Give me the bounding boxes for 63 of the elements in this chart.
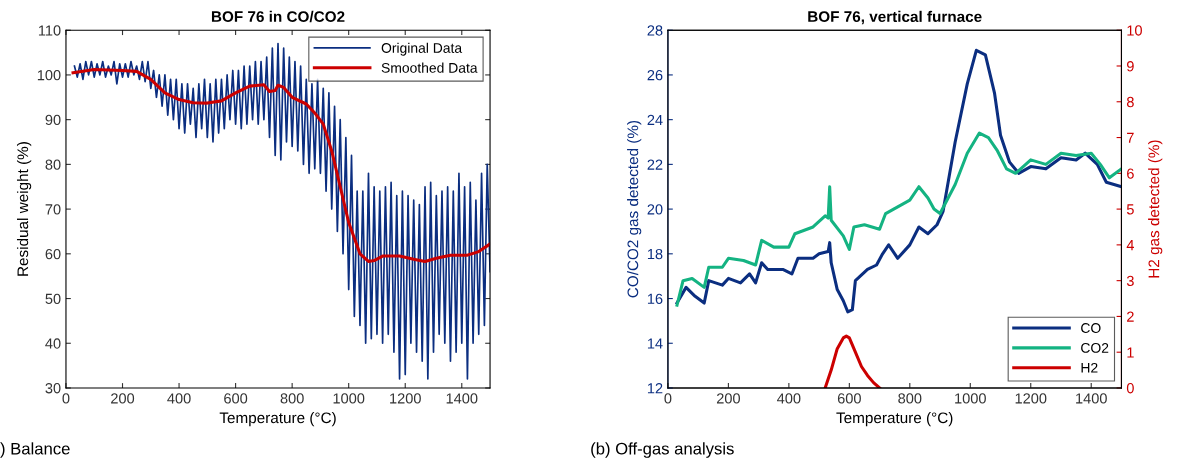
legend-label: Smoothed Data xyxy=(381,62,478,73)
x-axis-title: Temperature (°C) xyxy=(836,412,953,427)
line-series xyxy=(675,131,1122,307)
y-tick-label: 110 xyxy=(38,25,61,36)
x-tick-label: 600 xyxy=(224,393,248,404)
legend-label: Original Data xyxy=(381,42,463,56)
x-tick-label: 1200 xyxy=(390,393,421,404)
x-tick-label: 400 xyxy=(777,393,801,404)
chart-title: BOF 76 in CO/CO2 xyxy=(211,10,345,23)
x-tick-label: 1000 xyxy=(955,393,986,404)
line-series xyxy=(675,48,1122,314)
y-tick-label: 60 xyxy=(45,248,61,260)
y-tick-label: 14 xyxy=(647,338,663,349)
y-tick-label: 30 xyxy=(45,383,61,394)
y-tick-label: 90 xyxy=(45,114,61,126)
text: ) Balance xyxy=(0,442,70,458)
y-tick-label: 50 xyxy=(45,293,61,304)
x-tick-label: 800 xyxy=(898,393,922,404)
x-tick-label: 600 xyxy=(837,393,861,404)
y2-tick-label: 8 xyxy=(1126,96,1134,108)
line-series xyxy=(823,334,882,388)
y2-tick-label: 2 xyxy=(1127,311,1134,322)
x-tick-label: 1000 xyxy=(333,393,365,404)
x-tick-label: 1400 xyxy=(1076,393,1107,404)
y-axis-title: Residual weight (%) xyxy=(16,142,32,276)
x-tick-label: 200 xyxy=(111,393,135,404)
y-tick-label: 12 xyxy=(647,383,663,394)
y-tick-label: 28 xyxy=(647,25,663,36)
y-axis-title: CO/CO2 gas detected (%) xyxy=(627,120,642,298)
y-tick-label: 20 xyxy=(647,204,663,215)
y-tick-label: 26 xyxy=(647,70,663,81)
x-tick-label: 0 xyxy=(664,393,672,404)
x-tick-label: 200 xyxy=(716,393,740,404)
y2-tick-label: 1 xyxy=(1127,347,1134,358)
y-tick-label: 22 xyxy=(647,159,663,170)
legend-label: CO2 xyxy=(1081,343,1109,353)
x-tick-label: 1200 xyxy=(1015,393,1047,404)
x-tick-label: 1400 xyxy=(446,393,478,404)
y2-tick-label: 10 xyxy=(1127,25,1142,36)
y2-tick-label: 5 xyxy=(1126,204,1134,215)
y-tick-label: 24 xyxy=(647,114,663,125)
y-tick-label: 100 xyxy=(37,70,61,81)
y2-tick-label: 6 xyxy=(1127,168,1134,179)
y2-axis-title: H2 gas detected (%) xyxy=(1148,140,1163,278)
y2-tick-label: 3 xyxy=(1126,275,1134,287)
x-tick-label: 800 xyxy=(280,393,304,404)
y-tick-label: 80 xyxy=(45,159,61,170)
legend-label: H2 xyxy=(1081,362,1098,373)
y-tick-label: 70 xyxy=(45,204,61,215)
x-tick-label: 400 xyxy=(167,393,191,404)
y2-tick-label: 0 xyxy=(1126,383,1134,394)
y2-tick-label: 7 xyxy=(1127,132,1134,143)
legend-label: CO xyxy=(1081,323,1101,333)
chart-title: BOF 76, vertical furnace xyxy=(808,10,982,25)
y-tick-label: 40 xyxy=(45,338,61,349)
y-tick-label: 18 xyxy=(647,248,663,260)
text: (b) Off-gas analysis xyxy=(591,442,734,458)
y2-tick-label: 4 xyxy=(1126,240,1134,251)
y2-tick-label: 9 xyxy=(1127,61,1134,72)
x-axis-title: Temperature (°C) xyxy=(219,412,336,427)
y-tick-label: 16 xyxy=(647,293,663,304)
x-tick-label: 0 xyxy=(62,393,70,404)
line-series xyxy=(73,42,491,380)
